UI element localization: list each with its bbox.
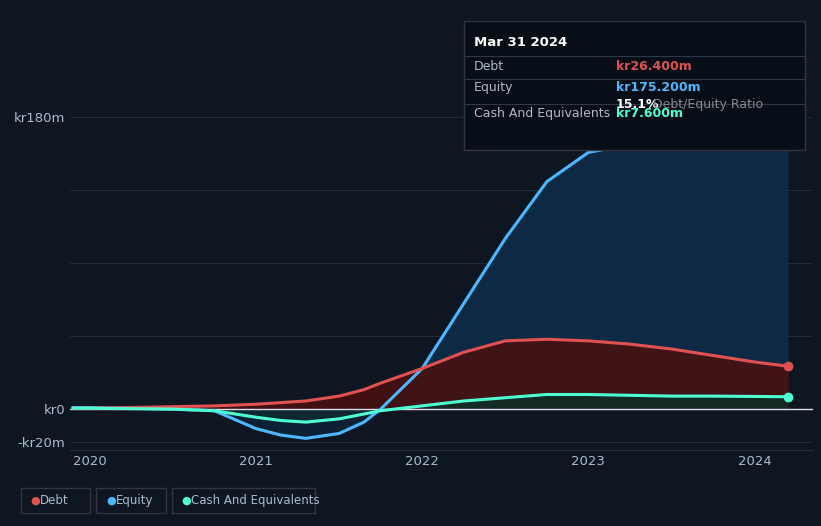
Text: Debt: Debt — [40, 494, 69, 507]
Text: 15.1%: 15.1% — [616, 98, 659, 111]
Text: ●: ● — [181, 495, 191, 505]
Text: Debt: Debt — [474, 60, 504, 73]
Text: kr26.400m: kr26.400m — [616, 60, 691, 73]
Text: Equity: Equity — [474, 81, 513, 94]
Text: Equity: Equity — [116, 494, 154, 507]
Text: Cash And Equivalents: Cash And Equivalents — [191, 494, 320, 507]
Text: Debt/Equity Ratio: Debt/Equity Ratio — [649, 98, 763, 111]
Text: kr175.200m: kr175.200m — [616, 81, 700, 94]
Text: kr7.600m: kr7.600m — [616, 107, 683, 120]
Text: ●: ● — [30, 495, 40, 505]
Text: Cash And Equivalents: Cash And Equivalents — [474, 107, 610, 120]
Text: ●: ● — [106, 495, 116, 505]
Text: Mar 31 2024: Mar 31 2024 — [474, 36, 567, 49]
